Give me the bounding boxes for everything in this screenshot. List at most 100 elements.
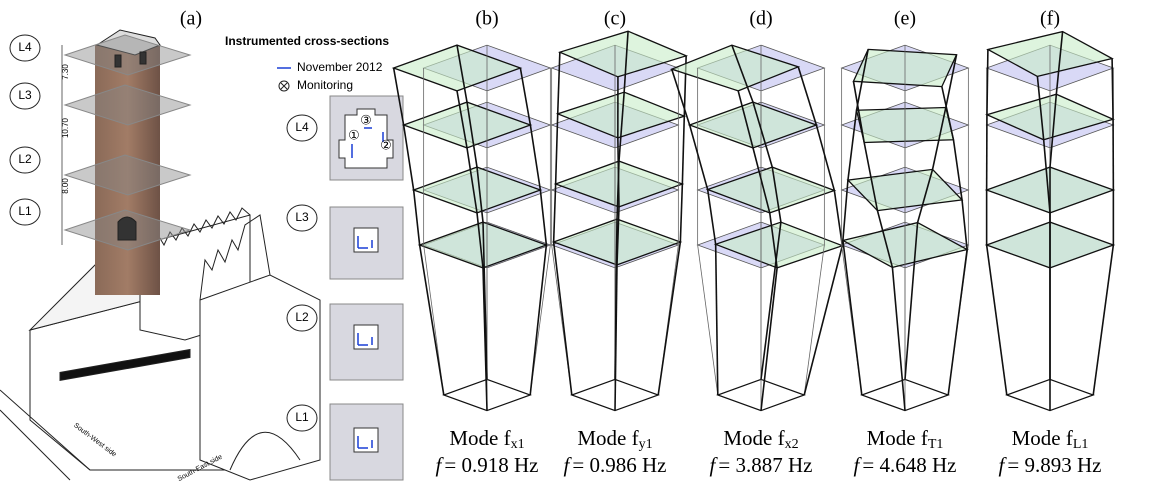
- tower-edge: [476, 212, 484, 268]
- sensor-arrows: [277, 67, 384, 449]
- tower-edge: [623, 31, 629, 93]
- tower-edge: [617, 137, 620, 207]
- tower-edge: [731, 44, 754, 103]
- tower-edge: [476, 167, 484, 223]
- tower-edge: [1049, 94, 1058, 168]
- tower-edge: [803, 245, 844, 396]
- section-label: L3: [295, 210, 309, 224]
- mode-subscript: y1: [639, 437, 653, 452]
- tower-edge: [529, 124, 542, 191]
- panel-label: (a): [180, 8, 202, 30]
- tower-edge: [842, 240, 863, 396]
- tower-edge: [752, 101, 774, 168]
- tower-edge: [418, 244, 445, 396]
- mode-subscript: x1: [511, 437, 525, 452]
- frequency-value: = 3.887 Hz: [718, 453, 812, 477]
- level-label: L4: [18, 40, 32, 54]
- tower-edge: [771, 167, 782, 223]
- frequency-value: = 0.986 Hz: [572, 453, 666, 477]
- tower-edge: [863, 142, 879, 211]
- level-circles: [9, 34, 318, 432]
- frequency-value: = 9.893 Hz: [1007, 453, 1101, 477]
- tower-edge: [554, 113, 559, 185]
- tower-edge: [947, 249, 968, 396]
- mode-name: Mode fL1: [1012, 426, 1089, 452]
- level-label: L3: [18, 88, 32, 102]
- section-plans: [338, 108, 394, 453]
- tower-edge: [985, 244, 1008, 396]
- tower-edge: [855, 49, 869, 111]
- section-label: L4: [295, 120, 309, 134]
- mode-name-text: Mode f: [1012, 426, 1073, 450]
- tower-edge: [931, 107, 947, 170]
- tower-edge: [737, 90, 754, 149]
- tower-edge: [714, 244, 719, 396]
- legend-item: November 2012: [297, 60, 383, 74]
- tower-edge: [1055, 31, 1064, 95]
- tower-edge: [891, 267, 906, 411]
- mode-name-text: Mode f: [867, 426, 928, 450]
- mode-subscript: L1: [1073, 437, 1089, 452]
- tower-edge: [482, 267, 488, 411]
- frequency-symbol: f: [999, 453, 1008, 477]
- tower-edge: [797, 66, 818, 126]
- mode-name-text: Mode f: [723, 426, 784, 450]
- dimension: 8.00: [61, 178, 70, 194]
- tower-edge: [412, 189, 421, 246]
- mode-name-text: Mode f: [577, 426, 638, 450]
- legend-title: Instrumented cross-sections: [225, 34, 389, 48]
- tower-edge: [815, 124, 836, 191]
- level-label: L1: [18, 204, 32, 218]
- tower-edge: [670, 68, 691, 126]
- panel-label: (b): [475, 8, 498, 30]
- tower-edge: [697, 244, 719, 396]
- tower-edge: [760, 267, 778, 411]
- tower-edge: [842, 179, 849, 241]
- monitoring-icon: [278, 80, 290, 92]
- tower-edge: [657, 241, 682, 396]
- dimension: 10.70: [61, 117, 70, 138]
- mode-frequency: f = 0.918 Hz: [436, 453, 539, 477]
- tower-edge: [941, 86, 955, 140]
- tower-edge: [679, 183, 684, 243]
- tower-edge: [952, 139, 963, 201]
- tower-edge: [539, 189, 548, 246]
- deformed-plane: [705, 166, 837, 214]
- frequency-value: = 0.918 Hz: [444, 453, 538, 477]
- level-label: L2: [18, 152, 32, 166]
- mode-frequency: f = 3.887 Hz: [710, 453, 813, 477]
- panel-label: (e): [894, 8, 916, 30]
- tower-edge: [1042, 139, 1051, 213]
- sensor-label: ②: [380, 137, 392, 152]
- tower-edge: [466, 101, 478, 168]
- tower-edge: [466, 147, 478, 214]
- panel-label: (d): [749, 8, 772, 30]
- tower-edge: [803, 244, 825, 396]
- mode-frequency: f = 4.648 Hz: [854, 453, 957, 477]
- mode-name: Mode fy1: [577, 426, 652, 452]
- deformed-plane: [687, 101, 819, 149]
- tower-edge: [618, 92, 625, 162]
- frequency-symbol: f: [710, 453, 719, 477]
- mode-frequency: f = 9.893 Hz: [999, 453, 1102, 477]
- dimension: 7.30: [61, 64, 70, 80]
- tower-edge: [482, 222, 488, 380]
- section-label: L1: [295, 410, 309, 424]
- tower-edge: [456, 44, 468, 103]
- tower-edge: [876, 210, 894, 268]
- frequency-symbol: f: [854, 453, 863, 477]
- tower-edge: [614, 219, 618, 380]
- tower-edge: [519, 67, 532, 126]
- tower-edge: [681, 116, 686, 185]
- tower-edge: [552, 183, 557, 243]
- tower-edge: [688, 124, 709, 190]
- panel-label: (f): [1040, 8, 1060, 30]
- tower-edge: [392, 67, 405, 126]
- tower-edge: [556, 52, 561, 114]
